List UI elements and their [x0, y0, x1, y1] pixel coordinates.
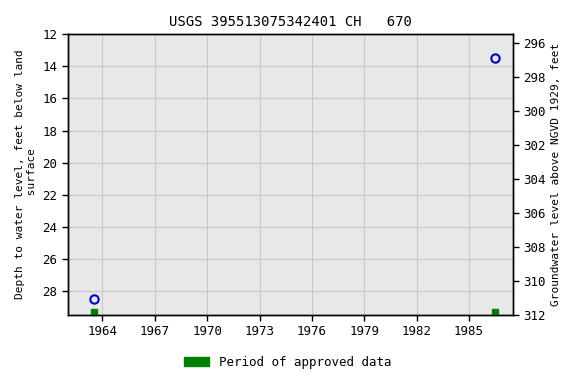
Legend: Period of approved data: Period of approved data	[179, 351, 397, 374]
Y-axis label: Depth to water level, feet below land
 surface: Depth to water level, feet below land su…	[15, 50, 37, 300]
Y-axis label: Groundwater level above NGVD 1929, feet: Groundwater level above NGVD 1929, feet	[551, 43, 561, 306]
Title: USGS 395513075342401 CH   670: USGS 395513075342401 CH 670	[169, 15, 411, 29]
